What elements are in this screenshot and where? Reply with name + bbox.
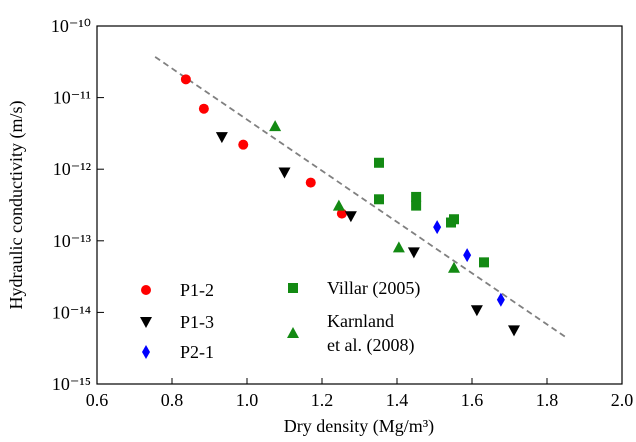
y-tick-label: 10⁻¹² [53,159,91,179]
legend-marker [288,283,298,293]
point [411,200,422,211]
point [305,177,316,188]
point [374,194,384,205]
point [448,261,460,273]
legend-marker [287,327,299,338]
legend-marker [287,327,299,338]
point [479,257,489,268]
y-tick-label: 10⁻¹⁰ [51,16,91,36]
x-tick-label: 1.4 [386,390,409,410]
y-tick-label: 10⁻¹³ [53,231,92,251]
legend-item: Villar (2005) [283,276,420,300]
point [344,211,357,223]
legend-label: Villar (2005) [327,278,421,298]
legend-item: Karnland et al. (2008) [283,309,414,357]
point [508,325,520,337]
point [374,157,384,168]
point [392,241,405,253]
legend-item: P1-2 [136,278,214,302]
point [278,167,291,179]
y-axis-label: Hydraulic conductivity (m/s) [6,101,27,310]
point [336,208,347,219]
x-tick-label: 0.8 [161,390,184,410]
x-tick-label: 1.0 [236,390,259,410]
point [411,191,422,202]
legend-marker [141,285,151,295]
point [238,139,249,150]
legend-label: Karnland et al. (2008) [327,311,415,355]
x-tick-label: 1.8 [536,390,559,410]
legend-marker [140,317,152,328]
x-tick-label: 1.6 [461,390,484,410]
point [449,214,459,225]
point [496,292,505,307]
point [215,132,228,144]
x-tick-label: 0.6 [86,390,109,410]
point [269,120,282,132]
y-tick-label: 10⁻¹⁵ [52,374,91,394]
plot-frame [96,25,623,385]
legend-marker [142,345,150,359]
legend-marker [142,345,150,359]
legend-marker [140,317,152,328]
legend-marker [141,285,151,295]
reference-line [154,56,568,339]
x-axis-label: Dry density (Mg/m³) [284,416,434,437]
point [463,248,472,263]
point [198,103,209,114]
point [180,74,191,85]
point [332,199,345,211]
legend-label: P1-2 [180,280,215,300]
point [470,305,483,317]
legend-item: P2-1 [136,340,214,364]
x-tick-label: 1.2 [311,390,334,410]
legend-item: P1-3 [136,310,214,334]
y-tick-label: 10⁻¹¹ [53,88,91,108]
legend-label: P1-3 [180,312,215,332]
point [433,220,442,235]
point [407,247,420,259]
x-tick-label: 2.0 [611,390,634,410]
legend-label: P2-1 [180,342,215,362]
y-tick-label: 10⁻¹⁴ [52,302,91,322]
legend-marker [288,283,298,293]
